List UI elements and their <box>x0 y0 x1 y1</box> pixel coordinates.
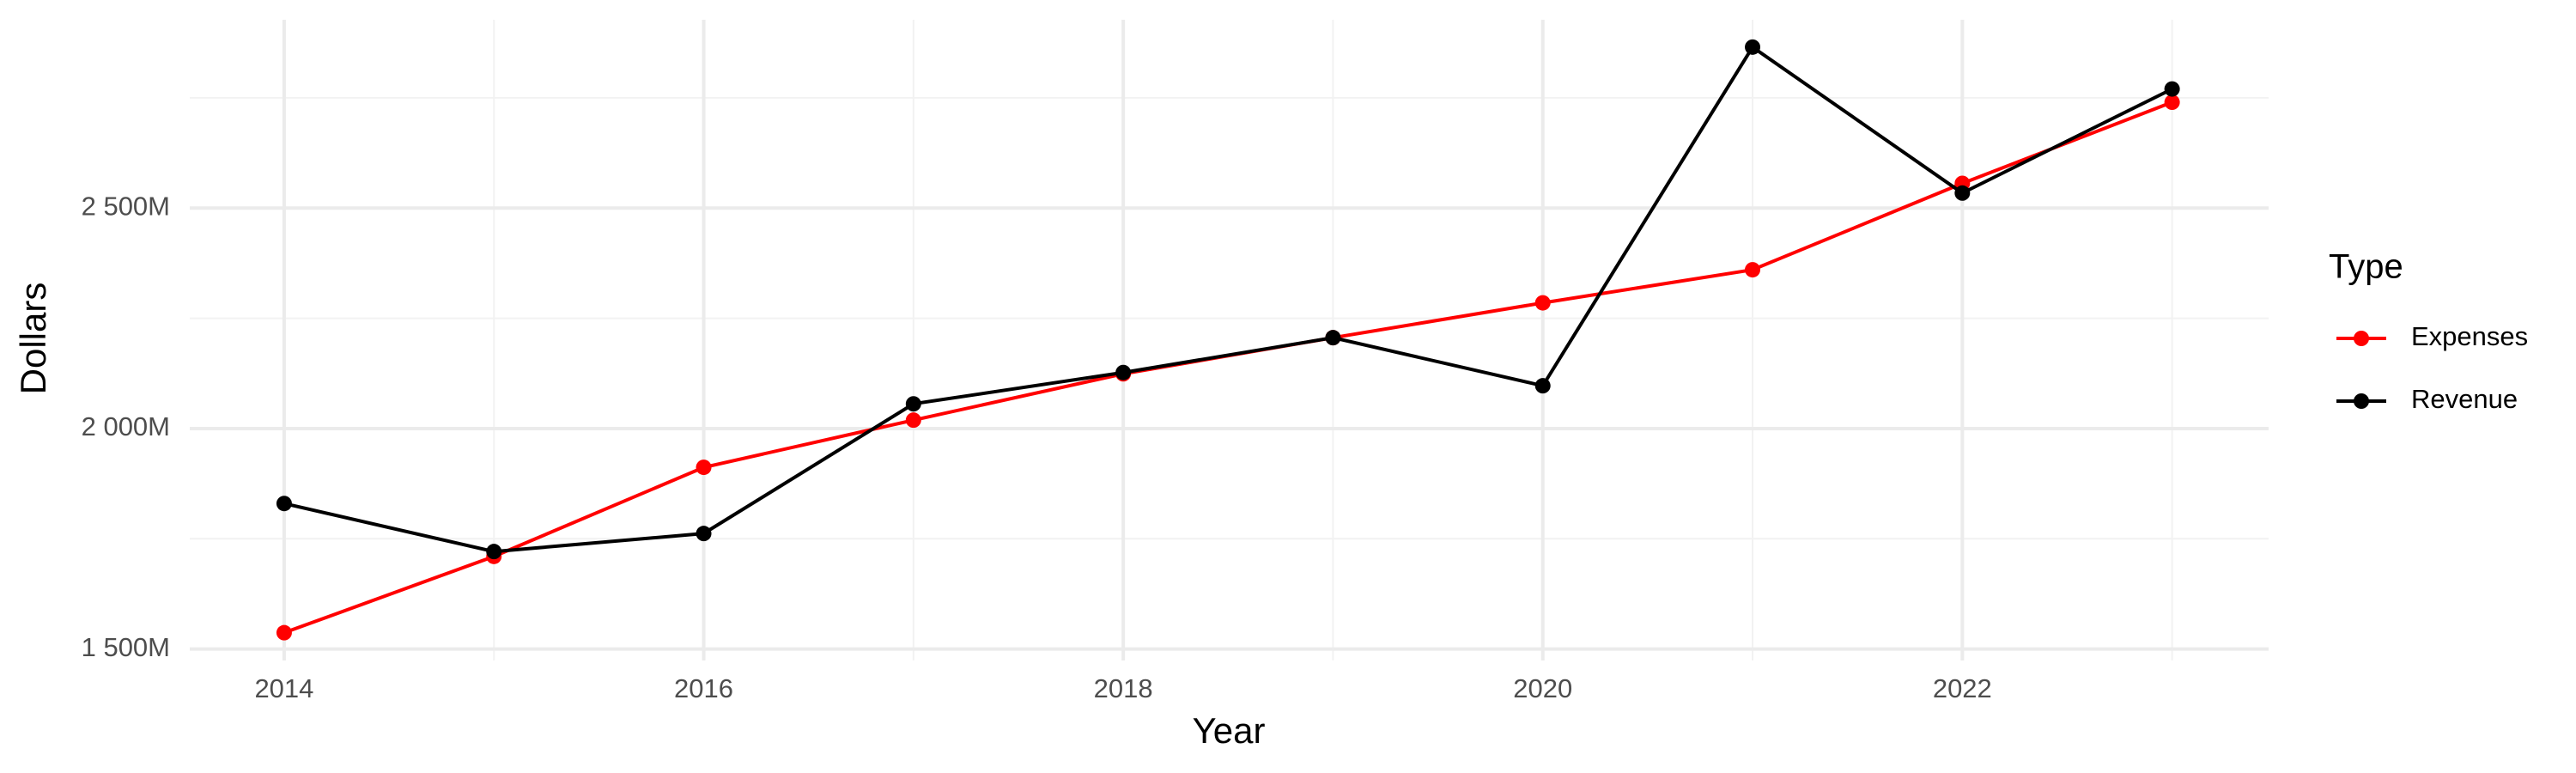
point <box>1954 185 1971 201</box>
x-tick-label: 2020 <box>1513 673 1572 703</box>
point <box>486 544 502 560</box>
legend-point <box>2354 393 2369 409</box>
point <box>1115 364 1132 380</box>
point <box>276 496 292 512</box>
x-tick-label: 2016 <box>674 673 733 703</box>
y-axis-title: Dollars <box>13 283 53 395</box>
x-tick-label: 2014 <box>254 673 313 703</box>
point <box>1534 378 1551 394</box>
legend-text: Expenses <box>2411 321 2528 351</box>
line <box>283 100 2173 635</box>
point <box>1745 39 1761 55</box>
point <box>1325 330 1341 346</box>
point <box>2164 94 2180 111</box>
line <box>283 44 2173 554</box>
point <box>2164 81 2180 97</box>
legend-title: Type <box>2329 248 2403 286</box>
y-tick-label: 2 500M <box>82 191 170 221</box>
legend-point <box>2354 331 2369 346</box>
point <box>696 460 712 476</box>
x-axis-title: Year <box>1193 710 1266 751</box>
point <box>1745 262 1761 278</box>
point <box>276 624 292 641</box>
y-tick-label: 1 500M <box>82 632 170 662</box>
x-tick-label: 2018 <box>1094 673 1153 703</box>
x-tick-label: 2022 <box>1933 673 1992 703</box>
point <box>905 396 921 412</box>
legend-text: Revenue <box>2411 384 2518 414</box>
point <box>1534 295 1551 311</box>
point <box>905 412 921 429</box>
y-tick-label: 2 000M <box>82 411 170 441</box>
point <box>696 526 712 542</box>
grid <box>190 20 2269 660</box>
